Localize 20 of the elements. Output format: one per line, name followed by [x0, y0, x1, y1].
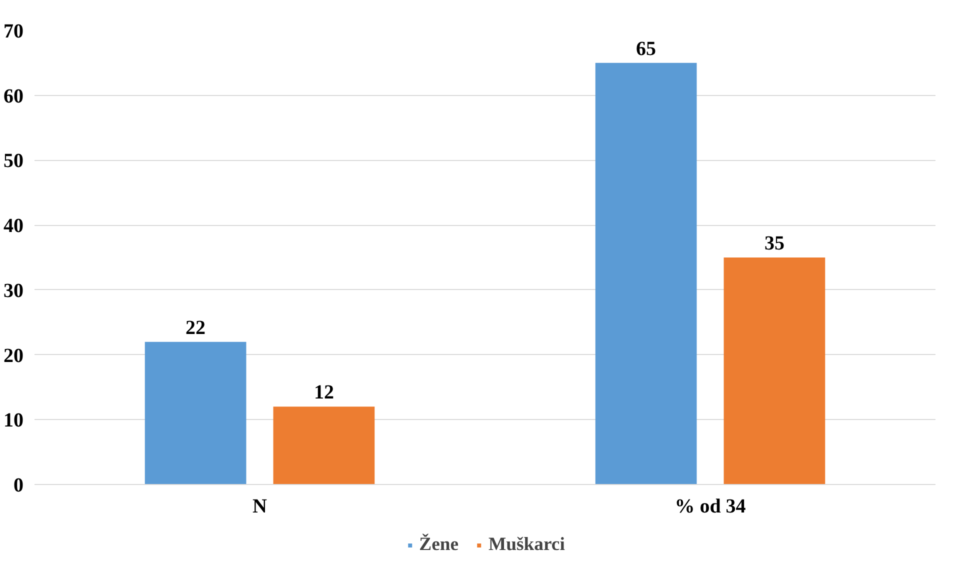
y-tick-label: 50: [4, 150, 24, 172]
bar: [724, 258, 826, 484]
data-label: 65: [636, 38, 656, 60]
data-label: 22: [186, 316, 206, 339]
bar: [144, 342, 246, 484]
y-tick-label: 0: [14, 474, 24, 496]
legend-label: Muškarci: [488, 534, 565, 556]
data-label: 12: [314, 382, 334, 404]
x-tick-label: % od 34: [674, 496, 746, 518]
y-tick-label: 10: [4, 410, 24, 432]
y-tick-label: 20: [4, 344, 24, 367]
legend-label: Žene: [419, 534, 459, 556]
y-tick-label: 30: [4, 280, 24, 302]
x-tick-label: N: [252, 496, 268, 518]
data-label: 35: [764, 232, 784, 254]
bar: [595, 62, 697, 484]
y-tick-label: 70: [4, 20, 24, 42]
y-tick-label: 60: [4, 85, 24, 108]
bar: [273, 406, 375, 484]
y-tick-label: 40: [4, 215, 24, 238]
